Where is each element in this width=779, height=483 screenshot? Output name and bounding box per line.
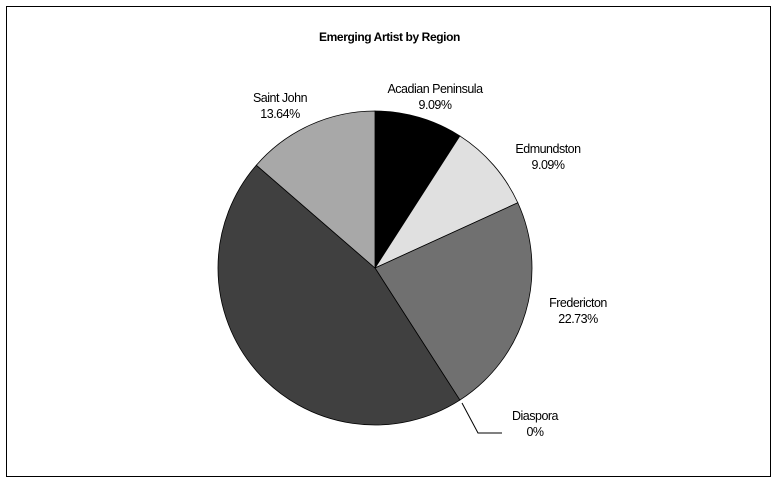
slice-value-edmundston: 9.09% — [532, 158, 565, 172]
leader-line-diaspora — [461, 402, 502, 434]
pie-slice-unlabeled — [217, 164, 461, 426]
slice-value-acadian-peninsula: 9.09% — [419, 98, 452, 112]
pie-slice-acadian-peninsula — [374, 110, 461, 270]
slice-value-diaspora: 0% — [526, 425, 543, 439]
slice-label-fredericton: Fredericton — [549, 296, 607, 310]
slice-label-diaspora: Diaspora — [512, 409, 559, 423]
pie-slice-saint-john — [255, 110, 376, 269]
slice-value-fredericton: 22.73% — [558, 312, 598, 326]
slice-value-saint-john: 13.64% — [260, 107, 300, 121]
slice-label-acadian-peninsula: Acadian Peninsula — [387, 82, 483, 96]
pie-slice-edmundston — [373, 135, 519, 269]
slice-label-saint-john: Saint John — [253, 91, 308, 105]
chart-title: Emerging Artist by Region — [319, 30, 460, 44]
slice-label-edmundston: Edmundston — [515, 142, 581, 156]
pie-slice-fredericton — [374, 202, 533, 401]
